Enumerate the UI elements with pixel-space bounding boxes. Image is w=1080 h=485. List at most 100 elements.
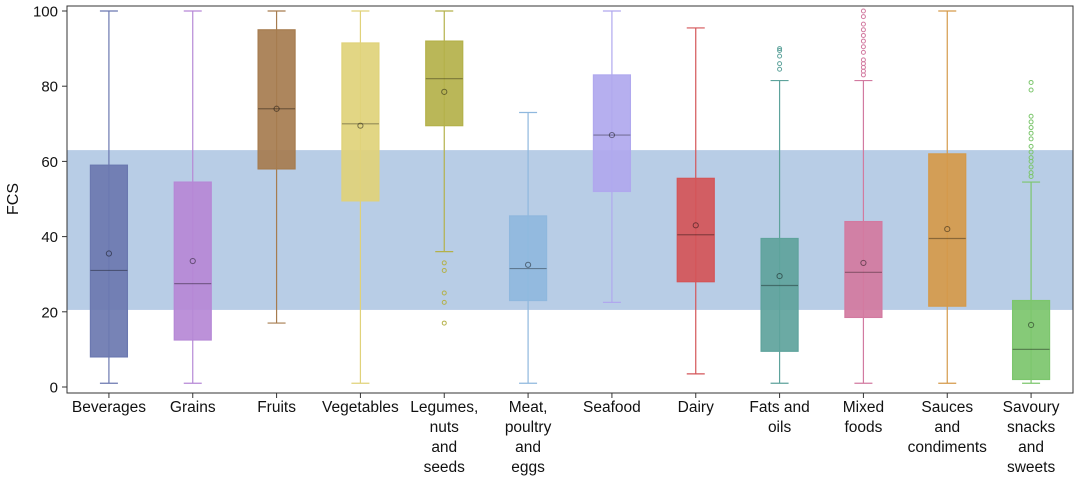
outlier-point — [860, 14, 866, 20]
outlier-point — [860, 49, 866, 55]
box-iqr — [592, 74, 632, 193]
x-tick-label-line: sweets — [1007, 459, 1055, 476]
mean-marker — [608, 131, 616, 139]
x-tick-label-line: and — [431, 439, 457, 456]
outlier-point — [777, 61, 783, 67]
boxes-layer — [89, 8, 1051, 384]
x-tick-label: Sauces and condiments — [908, 399, 988, 456]
y-tick-label: 20 — [41, 304, 58, 321]
box-iqr — [844, 220, 883, 319]
outlier-point — [1028, 136, 1034, 142]
mean-marker — [273, 105, 280, 112]
y-tick-label: 100 — [33, 4, 58, 21]
mean-marker — [105, 250, 113, 257]
box-group — [592, 10, 632, 303]
x-tick-label-line: seeds — [424, 459, 466, 476]
x-tick-label-line: Beverages — [72, 399, 146, 416]
box-group — [676, 27, 715, 375]
box-group — [760, 46, 799, 384]
x-tick-label-line: and — [1018, 439, 1044, 456]
outlier-point — [1028, 149, 1034, 155]
outlier-point — [1028, 125, 1034, 131]
outlier-point — [441, 299, 447, 305]
box-iqr — [341, 42, 380, 202]
box-iqr — [1011, 299, 1051, 381]
box-iqr — [676, 177, 715, 283]
outlier-point — [441, 290, 447, 296]
x-tick-label-line: Savoury — [1003, 399, 1060, 416]
x-tick-label: Mixed foods — [843, 399, 884, 436]
x-tick-label-line: Fats and — [749, 399, 809, 416]
x-tick-label-line: Legumes, — [410, 399, 478, 416]
x-tick-label-line: poultry — [505, 419, 552, 436]
x-tick-label-line: snacks — [1007, 419, 1055, 436]
mean-marker — [1027, 321, 1035, 329]
box-group — [1011, 79, 1051, 384]
x-tick-label-line: eggs — [511, 459, 545, 476]
x-tick-label: Grains — [170, 399, 216, 416]
outlier-point — [441, 320, 447, 326]
x-tick-label-line: Sauces — [921, 399, 973, 416]
outlier-point — [1028, 164, 1034, 170]
outlier-point — [441, 260, 447, 266]
outlier-point — [860, 44, 866, 50]
x-tick-label: Seafood — [583, 399, 641, 416]
x-tick-label-line: Seafood — [583, 399, 641, 416]
box-group — [928, 10, 967, 384]
x-tick-label: Fats and oils — [749, 399, 809, 436]
outlier-point — [1028, 143, 1034, 149]
box-iqr — [760, 237, 799, 352]
mean-marker — [944, 225, 951, 233]
outlier-point — [860, 8, 866, 14]
outlier-point — [777, 53, 783, 59]
outlier-point — [1028, 79, 1034, 85]
x-tick-label-line: Dairy — [678, 399, 714, 416]
mean-marker — [357, 122, 364, 129]
x-tick-label: Dairy — [678, 399, 714, 416]
x-tick-label: Meat, poultry and eggs — [505, 399, 552, 476]
x-tick-label-line: and — [515, 439, 541, 456]
y-axis: 0 20 40 60 80 100 — [33, 4, 67, 397]
x-tick-label: Legumes, nuts and seeds — [410, 399, 478, 476]
box-group — [257, 10, 296, 324]
outlier-point — [777, 46, 783, 52]
x-tick-label-line: Grains — [170, 399, 216, 416]
x-tick-label-line: foods — [844, 419, 882, 436]
reference-band-layer — [67, 150, 1073, 310]
box-group — [844, 8, 883, 384]
plot-frame — [66, 5, 1074, 394]
mean-marker — [524, 261, 532, 268]
y-tick-label: 40 — [41, 229, 58, 246]
outlier-point — [1028, 170, 1034, 176]
outlier-point — [777, 47, 783, 53]
y-axis-title: FCS — [5, 183, 22, 215]
box-iqr — [508, 215, 548, 302]
outlier-point — [1028, 155, 1034, 161]
x-tick-label-line: Vegetables — [322, 399, 399, 416]
x-axis: Beverages Grains Fruits Vegetables Legumes, n… — [72, 393, 1060, 476]
box-iqr — [425, 40, 464, 127]
x-tick-label-line: and — [934, 419, 960, 436]
outlier-point — [860, 57, 866, 63]
mean-marker — [776, 272, 783, 280]
reference-band — [67, 150, 1073, 310]
box-group — [425, 10, 464, 326]
x-tick-label-line: oils — [768, 419, 792, 436]
box-iqr — [89, 164, 129, 358]
y-tick-label: 0 — [50, 380, 58, 397]
box-group — [341, 10, 380, 384]
mean-marker — [860, 259, 867, 267]
box-iqr — [173, 181, 212, 341]
outlier-point — [860, 27, 866, 33]
y-tick-label: 60 — [41, 154, 58, 171]
outlier-point — [860, 21, 866, 27]
box-iqr — [928, 153, 967, 307]
mean-marker — [692, 222, 699, 229]
outlier-point — [1028, 87, 1034, 93]
box-group — [173, 10, 212, 384]
box-group — [508, 111, 548, 384]
box-iqr — [257, 29, 296, 170]
box-group — [89, 10, 129, 384]
outlier-point — [1028, 119, 1034, 125]
